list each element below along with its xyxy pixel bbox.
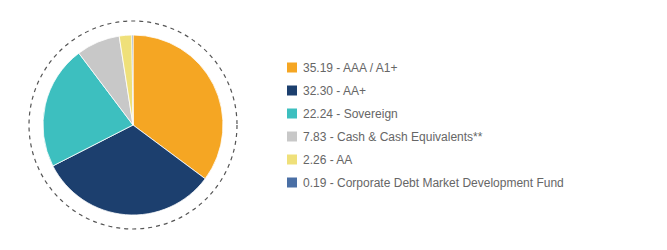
svg-text:22.24 - Sovereign: 22.24 - Sovereign bbox=[303, 107, 398, 121]
svg-text:2.26 - AA: 2.26 - AA bbox=[303, 153, 352, 167]
svg-text:32.30 - AA+: 32.30 - AA+ bbox=[303, 84, 366, 98]
svg-text:35.19 - AAA / A1+: 35.19 - AAA / A1+ bbox=[303, 61, 397, 75]
svg-text:0.19 - Corporate Debt Market D: 0.19 - Corporate Debt Market Development… bbox=[303, 176, 564, 190]
svg-text:7.83 - Cash & Cash Equivalents: 7.83 - Cash & Cash Equivalents** bbox=[303, 130, 483, 144]
